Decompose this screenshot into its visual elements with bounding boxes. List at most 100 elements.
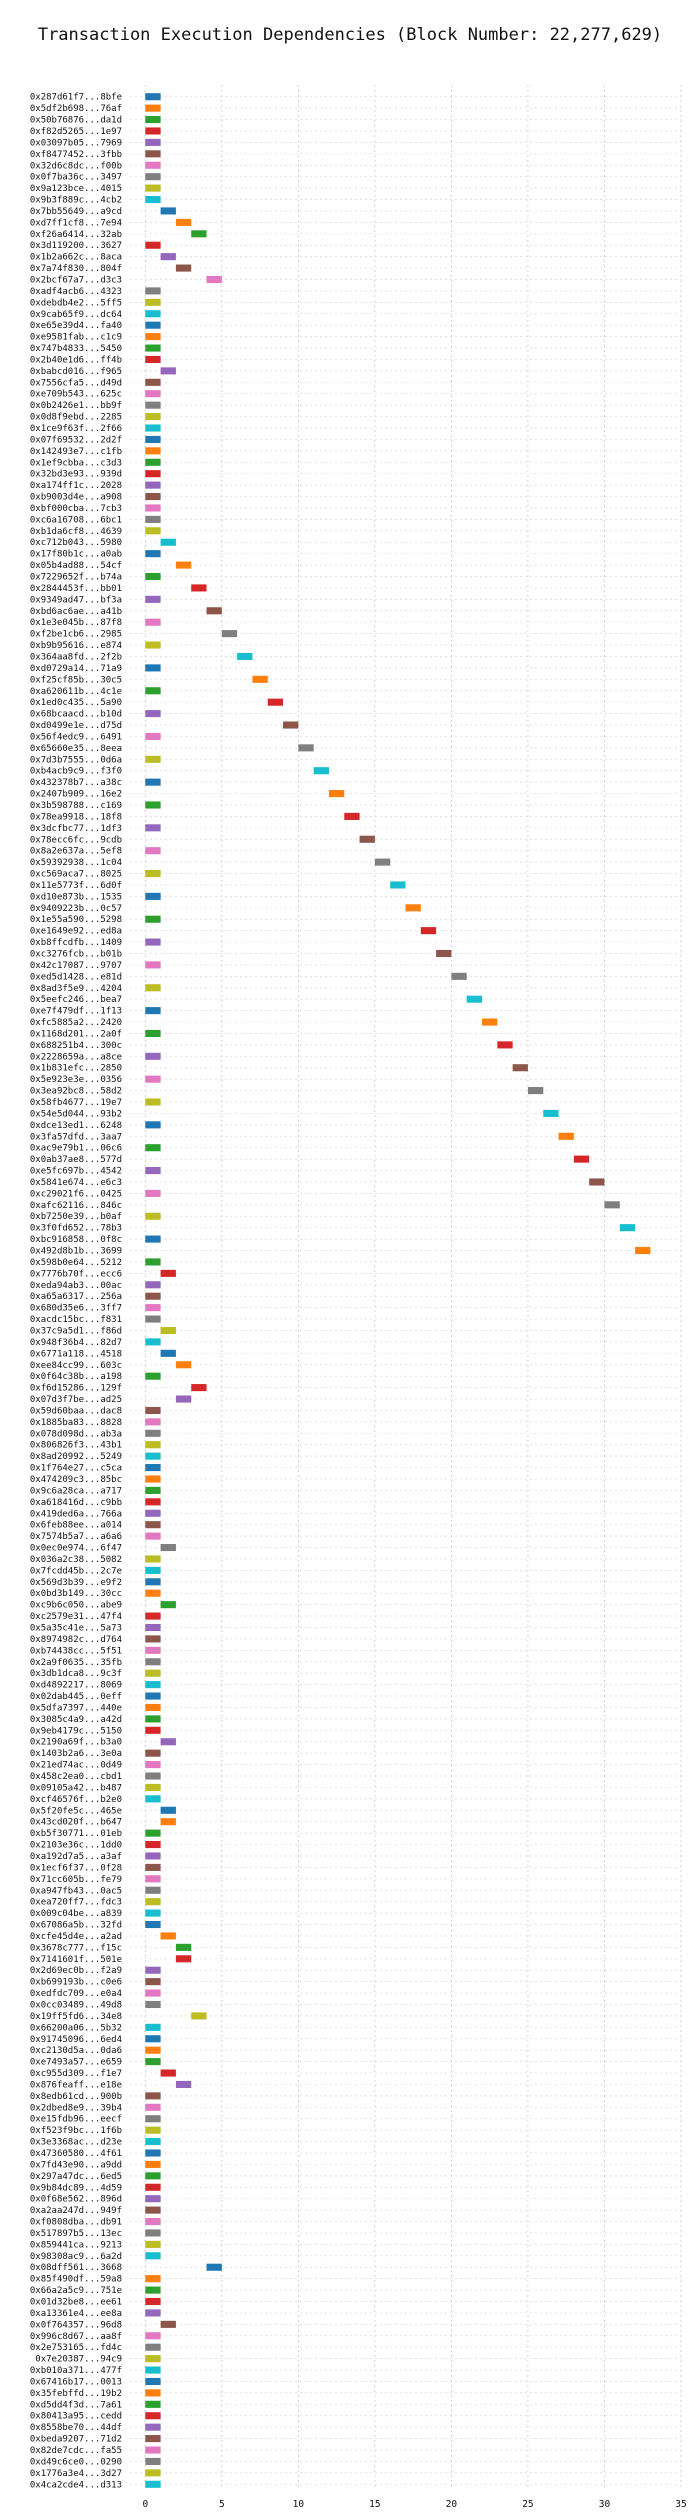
tx-bar [160,2069,176,2077]
tx-bar [145,515,161,523]
tx-bar [344,812,360,820]
tx-label: 0x2228659a...a8ce [30,1052,122,1062]
tx-bar [145,1646,161,1654]
tx-bar [145,1635,161,1643]
tx-label: 0x0ec0e974...6f47 [30,1544,122,1554]
tx-label: 0x1e3e045b...87f8 [30,618,122,628]
tx-bar [145,1486,161,1494]
tx-label: 0x036a2c38...5082 [30,1555,122,1565]
tx-bar [145,2252,161,2260]
tx-label: 0xe15fdb96...eecf [30,2115,122,2125]
tx-bar [145,824,161,832]
tx-bar [145,2309,161,2317]
tx-label: 0x58fb4677...19e7 [30,1098,122,1108]
tx-bar [191,2012,207,2020]
tx-bar [145,333,161,341]
tx-bar [145,1315,161,1323]
tx-bar [145,458,161,466]
tx-label: 0x59d60baa...dac8 [30,1406,122,1416]
tx-label: 0xb9003d4e...a908 [30,493,122,503]
tx-label: 0x474209c3...85bc [30,1475,122,1485]
tx-bar [175,218,192,226]
tx-bar [145,710,161,718]
tx-bar [145,1144,161,1152]
tx-label: 0x98308ac9...6a2d [30,2252,122,2262]
tx-bar [145,1007,161,1015]
tx-bar [145,1372,161,1380]
tx-label: 0xbeda9207...71d2 [30,2435,122,2445]
tx-bar [482,1018,498,1026]
tx-bar [573,1155,590,1163]
tx-bar [145,1189,161,1197]
tx-label: 0x7574b5a7...a6a6 [30,1532,122,1542]
tx-label: 0x0bd3b149...30cc [30,1589,122,1599]
tx-label: 0x78ecc6fc...9cdb [30,835,122,845]
tx-bar [145,435,161,443]
tx-bar [451,972,467,980]
tx-label: 0x3fa57dfd...3aa7 [30,1132,122,1142]
tx-label: 0x43cd020f...b647 [30,1818,122,1828]
tx-bar [145,2206,161,2214]
tx-bar [252,675,268,683]
tx-label: 0xf6d15286...129f [30,1384,122,1394]
tx-label: 0xbc916858...0f8c [30,1235,122,1245]
tx-label: 0x1168d201...2a0f [30,1029,122,1039]
tx-label: 0xd0729a14...71a9 [30,664,122,674]
tx-label: 0x1885ba83...8828 [30,1418,122,1428]
tx-bar [145,1772,161,1780]
x-axis-ticks: 0 5 10 15 20 25 30 35 [142,2499,686,2510]
tx-label: 0x80413a95...cedd [30,2412,122,2422]
tx-label: 0x47360580...4f61 [30,2149,122,2159]
tx-bar [160,1349,176,1357]
x-tick-label-3: 15 [369,2499,380,2510]
tx-label: 0xd7ff1cf8...7e94 [30,218,122,228]
tx-label: 0x68bcaacd...b10d [30,710,122,720]
tx-bar [405,904,421,912]
tx-bar [145,641,161,649]
tx-bar [160,1806,176,1814]
tx-bar [145,732,161,740]
tx-label: 0x2b40e1d6...ff4b [30,355,122,365]
tx-bar [145,1703,161,1712]
tx-bar [145,1258,161,1266]
tx-label: 0xe65e39d4...fa40 [30,321,122,331]
tx-label: 0x7229652f...b74a [30,573,122,583]
tx-label: 0x9409223b...0c57 [30,904,122,914]
tx-label: 0xb74438cc...5f51 [30,1646,122,1656]
tx-bar [497,1041,513,1049]
tx-bar [145,493,161,501]
tx-bar [145,116,161,124]
tx-bar [145,1692,161,1700]
tx-bar [145,938,161,946]
tx-label: 0xf82d5265...1e97 [30,127,122,137]
tx-label: 0x82de7cdc...fa55 [30,2446,122,2456]
tx-label: 0xf523f9bc...1f6b [30,2126,122,2136]
tx-bar [145,298,161,306]
tx-label: 0x419ded6a...766a [30,1509,122,1519]
x-tick-label-6: 30 [599,2499,611,2510]
tx-bar [145,2058,161,2066]
tx-label: 0xa65a6317...256a [30,1292,122,1302]
tx-label: 0x71cc605b...fe79 [30,1875,122,1885]
tx-bar [145,470,161,478]
tx-bar [145,2332,161,2340]
tx-bar [191,584,207,592]
tx-bar [145,1475,161,1483]
tx-bar [160,1326,176,1335]
tx-label: 0xb4acb9c9...f3f0 [30,767,122,777]
tx-bar [145,1521,161,1529]
tx-bar [145,104,161,112]
tx-bar [145,1715,161,1723]
tx-label: 0x3db1dca8...9c3f [30,1669,122,1679]
tx-bar [175,264,192,272]
tx-bar [160,1543,176,1552]
tx-label: 0x5841e674...e6c3 [30,1178,122,1188]
tx-label: 0x7776b70f...ecc6 [30,1269,122,1279]
tx-bar [604,1201,620,1209]
tx-label: 0x9b3f889c...4cb2 [30,196,122,206]
tx-label: 0x5eefc246...bea7 [30,995,122,1005]
tx-label: 0xc29021f6...0425 [30,1189,122,1199]
tx-bar [145,1681,161,1689]
tx-bar [145,378,161,386]
